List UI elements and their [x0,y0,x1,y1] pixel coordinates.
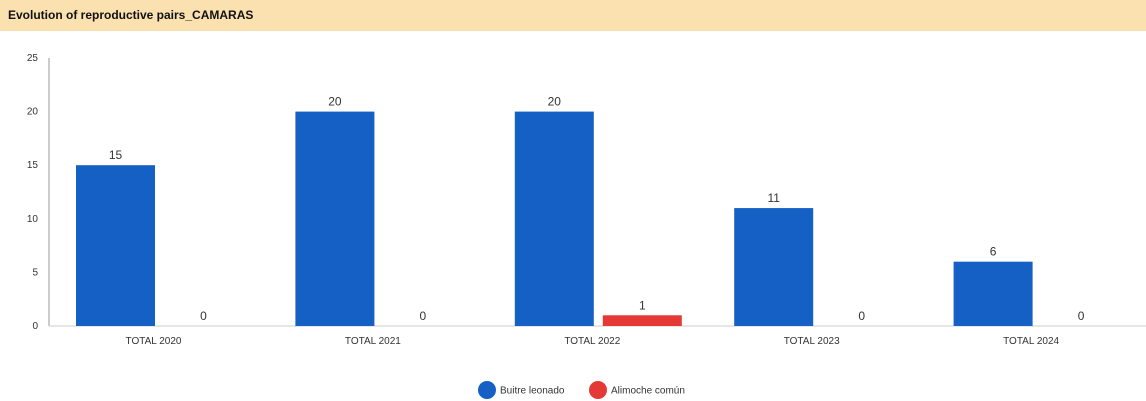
y-tick-label: 10 [27,214,39,225]
x-tick-label: TOTAL 2022 [564,336,620,347]
data-label: 20 [548,95,562,109]
bar-buitre-leonado [514,111,594,326]
bar-buitre-leonado [295,111,375,326]
x-tick-label: TOTAL 2021 [345,336,401,347]
bar-alimoche-comun [602,315,682,326]
legend-label: Buitre leonado [500,386,565,397]
bar-buitre-leonado [734,208,814,326]
bars-layer [76,111,1033,326]
data-label: 20 [328,95,342,109]
legend-swatch [589,381,607,399]
y-tick-label: 25 [27,53,39,64]
labels-layer: TOTAL 2020 TOTAL 2021 TOTAL 2022 TOTAL 2023… [109,95,1085,347]
data-label: 1 [639,298,646,312]
data-label: 0 [1078,309,1085,323]
x-tick-label: TOTAL 2020 [126,336,182,347]
y-tick-label: 5 [32,267,38,278]
data-label: 6 [990,245,997,259]
legend-swatch [478,381,496,399]
data-label: 0 [200,309,207,323]
x-tick-label: TOTAL 2024 [1003,336,1059,347]
x-tick-label: TOTAL 2023 [784,336,840,347]
bar-buitre-leonado [953,261,1033,326]
legend[interactable]: Buitre leonado Alimoche común [478,381,685,399]
y-tick-label: 20 [27,107,39,118]
chart-title: Evolution of reproductive pairs_CAMARAS [0,0,1146,31]
bar-buitre-leonado [76,165,155,326]
legend-label: Alimoche común [611,386,685,397]
data-label: 0 [858,309,865,323]
data-label: 11 [767,191,780,205]
data-label: 0 [420,309,427,323]
y-tick-label: 15 [27,160,39,171]
data-label: 15 [109,148,123,162]
y-tick-label: 0 [32,321,38,332]
